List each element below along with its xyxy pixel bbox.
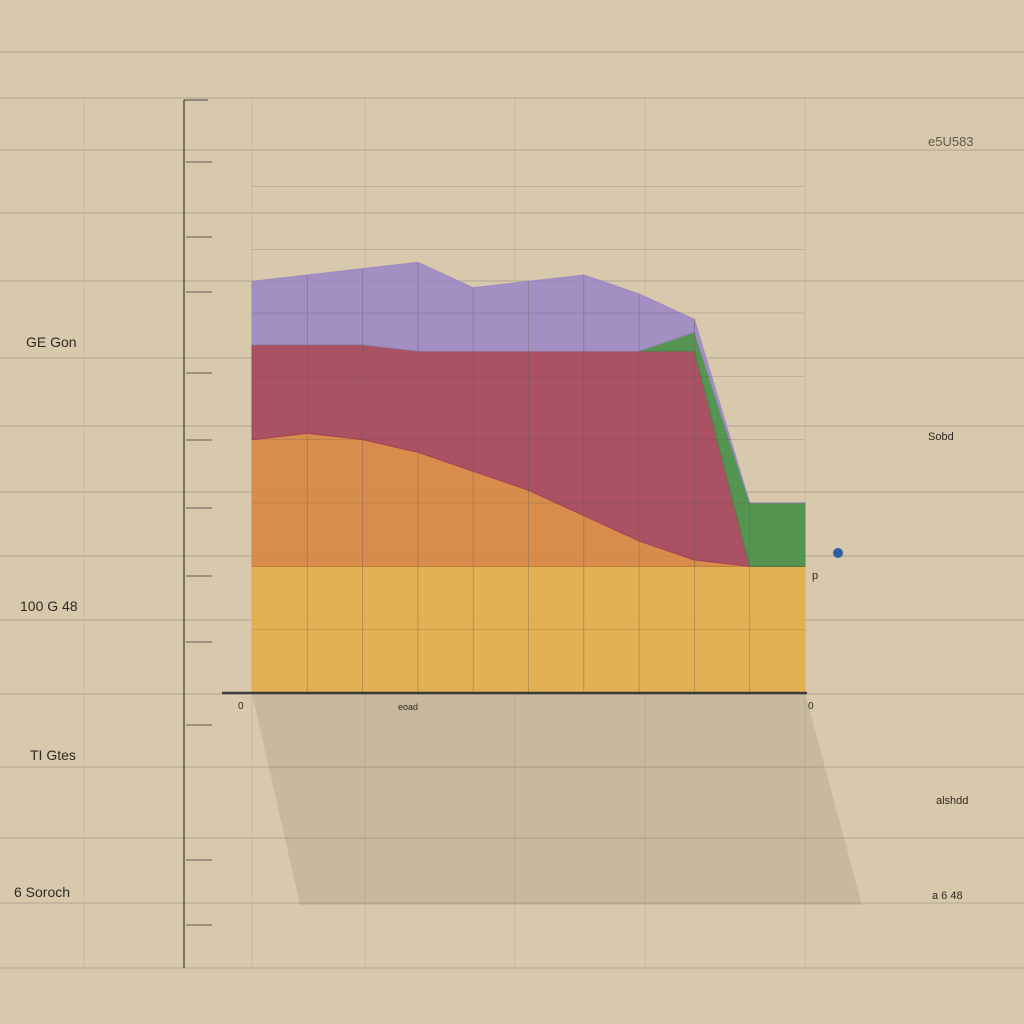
left-label-3: TI Gtes: [30, 747, 76, 763]
right-label-3: p: [812, 570, 818, 582]
right-label-2: Sobd: [928, 431, 954, 443]
x-axis-start-label: 0: [238, 701, 244, 712]
bar-grid-overlay: [252, 185, 805, 693]
x-axis-end-label: 0: [808, 701, 814, 712]
right-label-1: e5U583: [928, 134, 974, 149]
chart-shadow: [252, 693, 862, 905]
left-label-4: 6 Soroch: [14, 884, 70, 900]
left-label-2: 100 G 48: [20, 598, 78, 614]
right-label-4: alshdd: [936, 795, 968, 807]
axes: [183, 99, 843, 968]
right-label-5: a 6 48: [932, 890, 963, 902]
marker-dot: [833, 548, 843, 558]
left-label-1: GE Gon: [26, 334, 77, 350]
series-areas: [251, 261, 806, 694]
chart-shadow-block: [252, 693, 862, 905]
series-5-area: [251, 261, 805, 504]
x-axis-label: eoad: [398, 702, 418, 712]
